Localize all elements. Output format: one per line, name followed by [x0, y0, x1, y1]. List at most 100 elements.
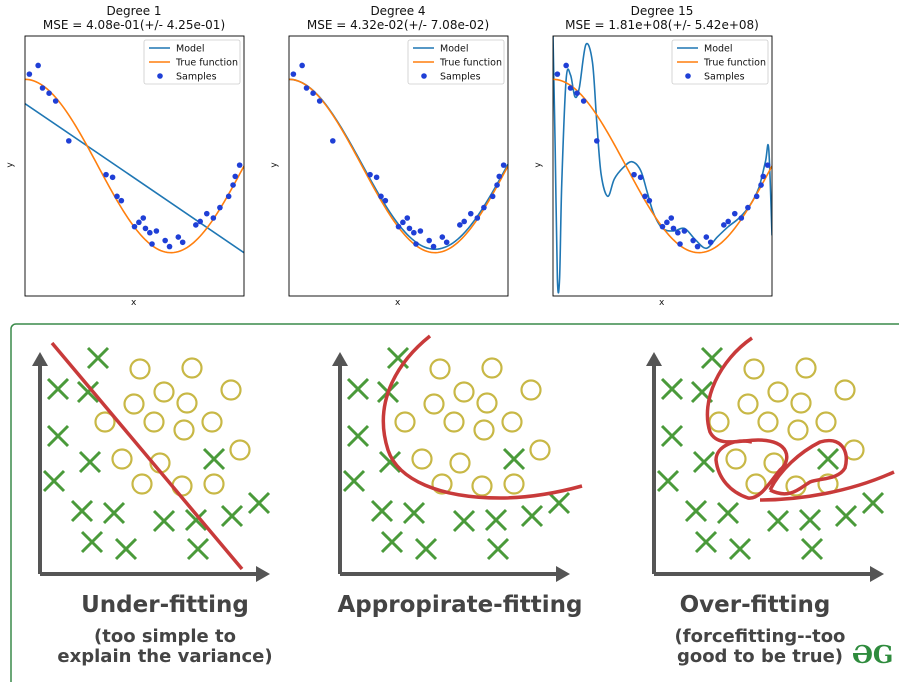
overfit-circle-icon — [787, 419, 809, 441]
plot2-title-text: Degree 4 — [370, 4, 426, 18]
underfit-cross-icon — [46, 424, 70, 448]
appropriate-cross-icon — [378, 450, 402, 474]
subcaption-underfitting-line1: (too simple to — [94, 626, 236, 647]
plot2-sample-point — [417, 228, 424, 234]
plot2-sample-point — [461, 218, 468, 225]
plot2-sample-point — [299, 62, 305, 69]
underfit-circle-icon — [94, 411, 116, 433]
plot3-sample-point — [745, 204, 751, 211]
plot1-sample-point — [136, 219, 142, 226]
underfit-circle-icon — [176, 392, 198, 414]
plot1-sample-point — [142, 225, 149, 232]
plot2-legend-label: True function — [439, 58, 502, 69]
plot3-data-area — [553, 36, 772, 294]
plot1-xlabel: x — [131, 298, 137, 308]
appropriate-circle-icon — [453, 381, 475, 403]
plot1-sample-point — [166, 243, 173, 250]
plot3-sample-point — [725, 218, 731, 225]
overfit-cross-icon — [798, 508, 822, 532]
underfit-circle-icon — [171, 475, 193, 497]
plot2-sample-point — [494, 182, 500, 188]
underfit-circle-icon — [111, 448, 133, 470]
overfit-cross-icon — [684, 499, 708, 523]
appropriate-axes — [332, 352, 570, 582]
overfit-cross-icon — [660, 377, 684, 401]
plot2-sample-point — [404, 215, 411, 221]
underfit-circle-icon — [220, 379, 242, 401]
plot1-sample-point — [230, 182, 236, 188]
plot2-xlabel: x — [395, 298, 401, 308]
underfit-cross-icon — [70, 499, 94, 523]
plot2-sample-point — [496, 173, 503, 180]
underfit-cross-icon — [186, 537, 210, 561]
appropriate-circle-icon — [471, 475, 493, 497]
plot3-sample-point — [707, 239, 714, 246]
plot1-sample-point — [175, 234, 182, 240]
overfit-x-arrow-icon — [870, 566, 884, 582]
plot2-sample-point — [411, 229, 417, 236]
plot3-sample-point — [764, 162, 771, 168]
overfit-y-arrow-icon — [646, 352, 662, 366]
plot2-legend-label: Samples — [440, 72, 481, 83]
plot3-sample-point — [738, 215, 745, 221]
plot2-sample-point — [474, 215, 481, 221]
plot2-legend-label: Model — [440, 44, 469, 55]
plot3-sample-point — [646, 197, 653, 204]
overfit-cross-icon — [861, 491, 885, 515]
plot3-sample-point — [758, 182, 764, 188]
plot2-sample-point — [373, 174, 380, 181]
plots-canvas: Model True function Samples Model True funct… — [24, 35, 773, 297]
plot3-legend-label: True function — [703, 58, 766, 69]
plot1-sample-point — [66, 138, 72, 144]
underfit-cross-icon — [80, 530, 104, 554]
plot2-sample-point — [500, 162, 507, 168]
appropriate-circle-icon — [431, 473, 453, 495]
plot3-sample-point — [554, 71, 561, 77]
overfit-circle-icon — [737, 393, 759, 415]
plot3-sample-point — [574, 90, 580, 96]
overfit-cross-icon — [656, 469, 680, 493]
plot2-sample-point — [481, 204, 487, 211]
underfit-circle-icon — [131, 473, 153, 495]
appropriate-cross-icon — [502, 447, 526, 471]
appropriate-cross-icon — [520, 504, 544, 528]
plot2-sample-point — [303, 85, 310, 91]
plot1-legend-label: Samples — [176, 72, 217, 83]
appropriate-circle-icon — [501, 411, 523, 433]
overfit-circle-icon — [743, 358, 765, 380]
subcaption-underfitting-line2: explain the variance) — [57, 646, 273, 667]
plot2-legend: Model True function Samples — [407, 39, 505, 85]
caption-overfitting: Over-fitting — [679, 592, 831, 618]
plot2-sample-point — [400, 219, 406, 226]
plot2-sample-point — [426, 237, 432, 244]
plot3-xlabel: x — [659, 298, 665, 308]
appropriate-cross-icon — [414, 537, 438, 561]
subcaption-overfitting-line2: good to be true) — [676, 646, 844, 667]
appropriate-cross-icon — [547, 491, 571, 515]
plot1-legend-marker-samples — [157, 73, 163, 79]
appropriate-circle-icon — [520, 379, 542, 401]
overfit-boundary-curve — [705, 336, 895, 502]
plot1-sample-point — [236, 162, 243, 168]
plot3-sample-point — [668, 215, 675, 221]
plot2-sample-point — [489, 193, 496, 200]
subcaption-underfitting: (too simple to explain the variance) — [20, 627, 310, 667]
plot1-sample-point — [225, 193, 232, 200]
plot3-sample-point — [731, 210, 738, 217]
plot3-sample-point — [563, 62, 569, 69]
appropriate-cross-icon — [346, 377, 370, 401]
appropriate-cross-icon — [342, 469, 366, 493]
underfit-circle-icon — [173, 419, 195, 441]
illustration-frame — [10, 323, 899, 682]
gfg-logo: ƏG — [852, 640, 894, 669]
underfit-circle-icon — [129, 358, 151, 380]
plot3-sample-point — [677, 241, 683, 247]
appropriate-boundary-curve — [381, 334, 583, 500]
plot3-sample-point — [753, 193, 760, 200]
overfit-cross-icon — [728, 537, 752, 561]
underfit-circle-icon — [201, 411, 223, 433]
overfit-cross-icon — [700, 346, 724, 370]
plot1-sample-point — [197, 218, 203, 225]
overfit-circle-icon — [767, 381, 789, 403]
